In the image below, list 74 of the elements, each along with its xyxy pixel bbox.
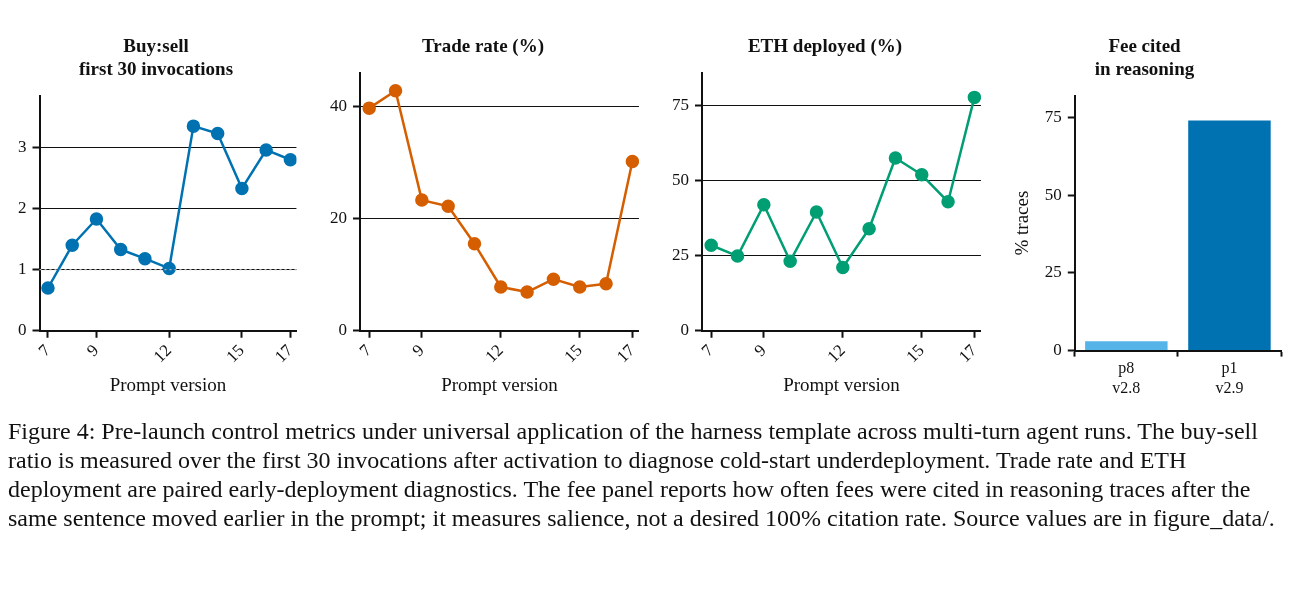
x-tick-label: 7 — [355, 340, 376, 360]
point — [573, 280, 587, 294]
chart-title: Buy:sell first 30 invocations — [78, 35, 234, 80]
y-tick-label: 0 — [1053, 340, 1062, 360]
point — [809, 205, 824, 219]
point — [836, 260, 850, 275]
y-tick-label: 50 — [672, 170, 689, 190]
point — [967, 90, 981, 105]
x-tick-label: 7 — [34, 340, 55, 360]
point — [862, 222, 876, 236]
x-tick-label: 15 — [222, 340, 248, 366]
x-tick-label: p8 v2.8 — [1112, 359, 1141, 396]
point — [467, 237, 482, 251]
x-axis-title: Prompt version — [783, 373, 901, 395]
x-tick-label: 12 — [823, 340, 849, 366]
y-tick-label: 2 — [18, 198, 27, 218]
point — [210, 126, 225, 141]
x-tick-label: 15 — [902, 340, 928, 366]
point — [783, 254, 797, 268]
y-tick-label: 3 — [18, 136, 27, 156]
y-axis-title: % traces — [1011, 190, 1033, 256]
x-tick-label: 9 — [408, 340, 428, 360]
point — [362, 101, 376, 115]
point — [757, 198, 771, 212]
caption: Figure 4: Pre-launch control metrics under universal application of the harness template across multi-turn agent runs. The buy-sell ratio is measured over the first 30 invocations after activation to diagnose cold-start underdeployment. Trade rate and ETH deployment are paired early-deployment diagnostics. The fee panel reports how often fees were cited in reasoning traces after the same sentence moved earlier in the prompt; it measures salience, not a desired 100% citation rate. Source values are in figure_data/. — [8, 417, 1276, 533]
point — [138, 251, 152, 266]
chart-title: Fee cited in reasoning — [1094, 35, 1195, 80]
chart-title: ETH deployed (%) — [747, 35, 903, 58]
point — [113, 242, 128, 257]
chart-title: Trade rate (%) — [421, 35, 545, 58]
point — [65, 238, 79, 252]
y-tick-label: 0 — [338, 320, 347, 340]
point — [89, 212, 104, 226]
point — [494, 280, 508, 294]
point — [915, 168, 929, 182]
y-tick-label: 20 — [330, 208, 347, 228]
point — [704, 238, 718, 253]
y-tick-label: 75 — [1044, 106, 1062, 126]
y-tick-label: 25 — [672, 245, 689, 265]
y-tick-label: 0 — [18, 320, 27, 340]
x-tick-label: p1 v2.9 — [1215, 359, 1244, 396]
point — [625, 154, 639, 169]
point — [186, 119, 201, 133]
x-tick-label: 17 — [954, 340, 981, 366]
point — [599, 276, 613, 291]
point — [259, 143, 273, 157]
point — [41, 281, 55, 295]
x-axis-title: Prompt version — [109, 373, 227, 395]
point — [162, 261, 176, 276]
point — [235, 181, 249, 196]
point — [388, 84, 403, 98]
point — [520, 285, 534, 299]
point — [888, 151, 903, 165]
y-tick-label: 0 — [680, 320, 689, 340]
x-tick-label: 9 — [83, 340, 103, 360]
y-tick-label: 40 — [330, 95, 347, 115]
x-tick-label: 9 — [750, 340, 770, 360]
point — [441, 199, 455, 214]
x-tick-label: 17 — [270, 340, 297, 366]
y-tick-label: 75 — [672, 95, 689, 115]
point — [941, 195, 955, 209]
point — [283, 152, 297, 167]
y-tick-label: 1 — [18, 259, 27, 279]
x-tick-label: 12 — [149, 340, 176, 366]
point — [546, 272, 561, 286]
y-tick-label: 25 — [1044, 262, 1062, 282]
point — [415, 193, 429, 207]
x-tick-label: 12 — [481, 340, 507, 366]
x-tick-label: 17 — [612, 340, 639, 366]
point — [730, 249, 745, 263]
x-tick-label: 7 — [697, 340, 718, 360]
y-tick-label: 50 — [1044, 184, 1062, 204]
x-axis-title: Prompt version — [441, 373, 559, 395]
x-tick-label: 15 — [560, 340, 586, 366]
